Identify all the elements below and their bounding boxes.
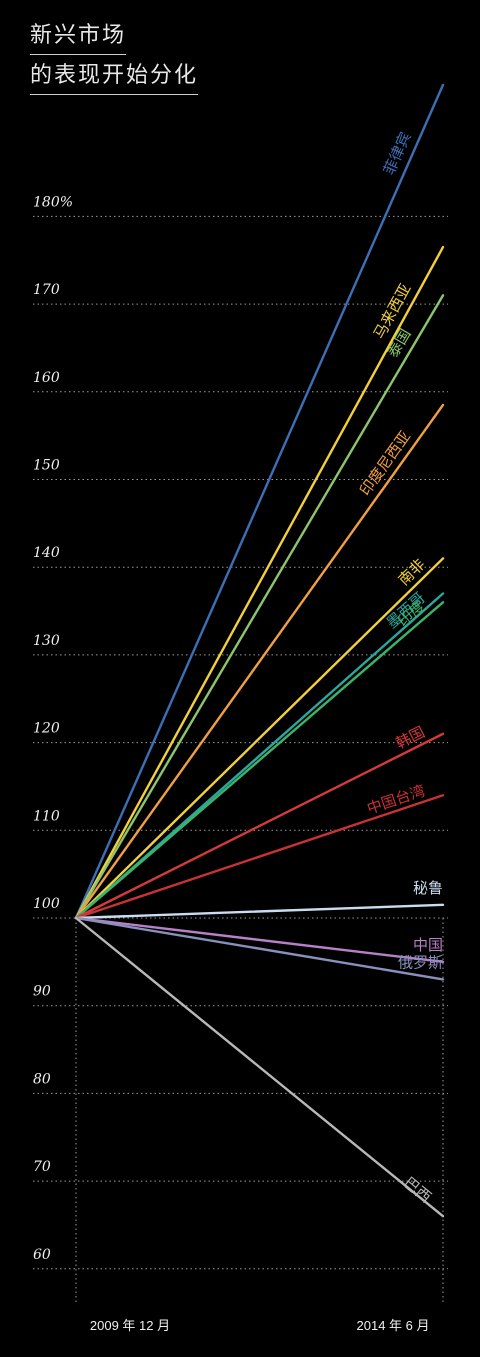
series-line xyxy=(74,916,445,1218)
series-line xyxy=(74,794,445,920)
y-tick-label: 130 xyxy=(33,633,60,649)
series-line xyxy=(74,245,445,920)
y-tick-label: 180% xyxy=(33,194,73,210)
series-label: 菲律宾 xyxy=(380,129,415,177)
series-label: 印度尼西亚 xyxy=(356,428,414,499)
y-tick-label: 140 xyxy=(33,545,60,561)
y-tick-label: 160 xyxy=(33,370,60,386)
y-tick-label: 170 xyxy=(33,282,60,298)
series-label: 南非 xyxy=(395,555,429,589)
series-label: 秘鲁 xyxy=(413,879,443,897)
series-label: 中国台湾 xyxy=(365,782,428,818)
y-tick-label: 80 xyxy=(33,1071,51,1087)
y-tick-label: 110 xyxy=(33,808,60,824)
series-line xyxy=(74,916,445,981)
series-lines xyxy=(74,83,445,1218)
series-line xyxy=(74,732,445,920)
series-line xyxy=(74,903,445,920)
chart-title-line-1: 新兴市场 xyxy=(30,22,127,55)
series-line xyxy=(74,83,445,920)
series-line xyxy=(74,557,445,920)
series-line xyxy=(74,916,445,964)
series-line xyxy=(74,294,445,920)
series-label: 韩国 xyxy=(393,723,428,753)
y-tick-label: 150 xyxy=(33,458,60,474)
series-line xyxy=(74,601,445,920)
x-tick-label: 2014 年 6 月 xyxy=(357,1318,430,1333)
y-tick-label: 120 xyxy=(33,721,60,737)
y-tick-label: 60 xyxy=(33,1247,51,1263)
x-tick-label: 2009 年 12 月 xyxy=(90,1318,170,1333)
series-label: 俄罗斯 xyxy=(398,953,443,971)
y-tick-label: 90 xyxy=(33,984,51,1000)
gridlines xyxy=(33,215,448,1270)
series-label: 巴西 xyxy=(400,1173,435,1206)
y-tick-label: 100 xyxy=(33,896,60,912)
y-tick-label: 70 xyxy=(33,1159,51,1175)
chart-title-line-2: 的表现开始分化 xyxy=(30,62,199,95)
x-axis: 2009 年 12 月 2014 年 6 月 xyxy=(75,918,444,1333)
series-label: 中国 xyxy=(413,936,443,954)
series-line xyxy=(74,403,445,920)
y-axis: 180% 170 160 150 140 130 120 110 100 90 80 70 60 xyxy=(33,194,73,1262)
